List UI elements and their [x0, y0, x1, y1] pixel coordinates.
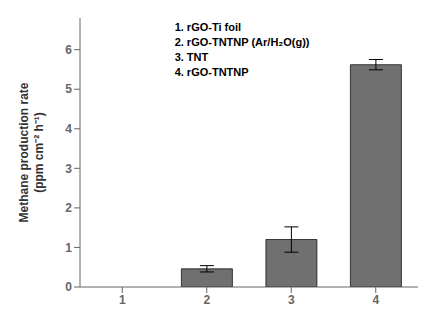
svg-text:0: 0	[65, 280, 72, 294]
svg-text:4: 4	[65, 122, 72, 136]
svg-text:3: 3	[65, 162, 72, 176]
svg-text:3: 3	[288, 293, 295, 307]
svg-text:6: 6	[65, 43, 72, 57]
svg-text:2: 2	[65, 201, 72, 215]
svg-text:1: 1	[65, 241, 72, 255]
svg-text:1: 1	[119, 293, 126, 307]
svg-text:Methane production rate(ppm cm: Methane production rate(ppm cm⁻² h⁻¹)	[17, 82, 46, 222]
html-text:1. rGO-Ti foil: 1. rGO-Ti foil	[174, 21, 241, 33]
svg-text:4: 4	[372, 293, 379, 307]
svg-text:2: 2	[203, 293, 210, 307]
html-text:4. rGO-TNTNP: 4. rGO-TNTNP	[174, 66, 249, 78]
html-text:3. TNT: 3. TNT	[174, 51, 209, 63]
html-text:2. rGO-TNTNP (Ar/H₂O(g)): 2. rGO-TNTNP (Ar/H₂O(g))	[174, 36, 310, 48]
svg-text:5: 5	[65, 82, 72, 96]
